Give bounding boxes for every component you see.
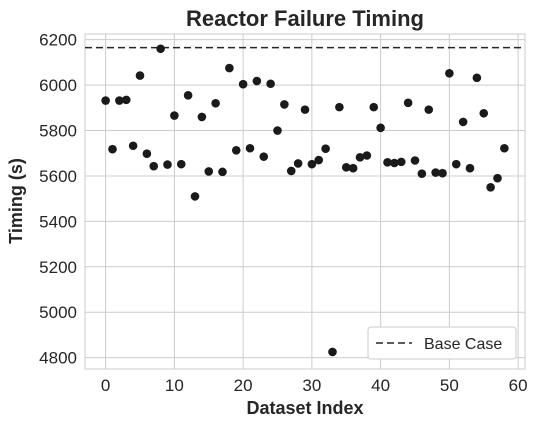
data-point — [431, 168, 440, 177]
data-point — [438, 168, 447, 178]
data-point — [451, 159, 461, 169]
x-tick-label: 20 — [234, 376, 253, 395]
x-tick-label: 10 — [165, 376, 184, 395]
data-point — [472, 73, 482, 83]
data-point — [135, 71, 145, 80]
data-point — [300, 105, 310, 114]
data-point — [142, 149, 152, 158]
data-point — [183, 91, 193, 100]
data-point — [396, 157, 406, 167]
data-point — [204, 167, 214, 176]
data-point — [252, 76, 262, 86]
y-axis-label: Timing (s) — [6, 158, 26, 244]
data-point — [163, 160, 172, 169]
data-point — [314, 155, 324, 165]
y-tick-label: 6000 — [39, 76, 77, 95]
data-point — [225, 63, 234, 73]
data-point — [115, 96, 124, 105]
data-point — [156, 44, 165, 54]
chart-title: Reactor Failure Timing — [186, 6, 424, 31]
data-point — [108, 144, 117, 154]
data-point — [376, 123, 385, 133]
data-point — [500, 143, 509, 153]
data-point — [383, 158, 392, 167]
x-tick-label: 0 — [101, 376, 110, 395]
data-point — [445, 68, 454, 78]
data-point — [410, 156, 420, 165]
data-point — [128, 141, 138, 151]
x-tick-label: 40 — [371, 376, 390, 395]
data-point — [465, 163, 475, 173]
grid-lines — [85, 34, 525, 369]
data-point — [121, 95, 131, 105]
data-point — [149, 161, 159, 171]
data-point — [231, 145, 241, 155]
data-point — [341, 163, 351, 172]
data-point — [493, 173, 502, 183]
data-point — [266, 79, 275, 89]
legend: Base Case — [367, 326, 517, 360]
y-tick-labels: 4800 5000 5200 5400 5600 5800 6000 6200 — [39, 31, 77, 368]
data-point — [362, 151, 372, 160]
data-point — [390, 158, 399, 168]
data-point — [280, 100, 289, 109]
data-point — [486, 183, 495, 192]
data-point — [369, 102, 379, 112]
data-point — [417, 169, 427, 178]
plot-frame — [84, 33, 526, 370]
x-tick-label: 60 — [509, 376, 528, 395]
data-point — [321, 144, 330, 153]
legend-box — [367, 326, 517, 360]
y-tick-label: 5000 — [39, 303, 77, 322]
y-tick-label: 4800 — [39, 349, 77, 368]
data-point — [170, 111, 179, 120]
x-tick-labels: 0 10 20 30 40 50 60 — [101, 376, 528, 395]
data-point — [176, 159, 186, 169]
data-point — [238, 79, 248, 89]
x-tick-label: 50 — [440, 376, 459, 395]
data-point — [348, 163, 358, 173]
y-tick-label: 6200 — [39, 31, 77, 50]
data-point — [328, 347, 337, 357]
data-point — [190, 192, 200, 201]
x-axis-label: Dataset Index — [246, 398, 363, 418]
data-point — [211, 98, 220, 108]
x-tick-label: 30 — [302, 376, 321, 395]
data-point — [458, 117, 468, 127]
y-tick-label: 5600 — [39, 167, 77, 186]
data-point — [335, 102, 344, 112]
data-point — [355, 153, 365, 162]
data-point — [273, 126, 282, 135]
data-point — [293, 159, 303, 168]
y-tick-label: 5400 — [39, 212, 77, 231]
data-point — [197, 112, 207, 122]
legend-label-base-case: Base Case — [424, 336, 502, 353]
data-point — [218, 167, 227, 177]
data-point — [479, 108, 489, 118]
data-point — [259, 152, 269, 161]
y-tick-label: 5200 — [39, 258, 77, 277]
data-point — [403, 98, 413, 108]
data-points — [101, 44, 509, 357]
data-point — [286, 166, 296, 176]
data-point — [307, 159, 317, 169]
data-point — [101, 96, 110, 105]
data-point — [424, 105, 434, 114]
data-point — [245, 143, 255, 153]
y-tick-label: 5800 — [39, 122, 77, 141]
